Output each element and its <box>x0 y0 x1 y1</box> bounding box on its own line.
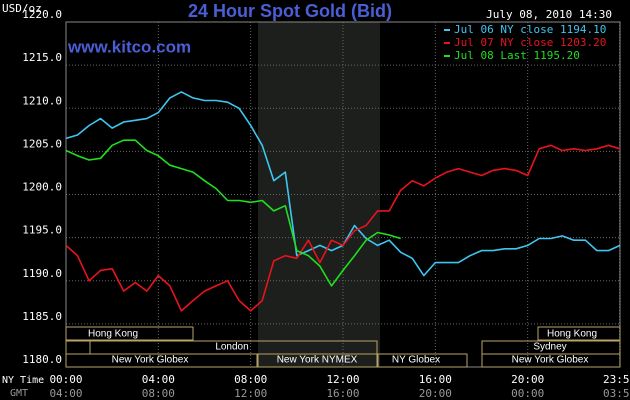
legend-label: Jul 06 NY close 1194.10 <box>454 23 606 36</box>
x-tick-label: 23:59 <box>603 373 630 386</box>
session-label: New York Globex <box>512 355 589 366</box>
x2-tick-label: 04:00 <box>49 387 82 400</box>
y-tick-label: 1190.0 <box>22 267 62 280</box>
chart-title: 24 Hour Spot Gold (Bid) <box>188 1 392 21</box>
x-tick-label: 04:00 <box>142 373 175 386</box>
session-label: Sydney <box>533 342 566 353</box>
series-line <box>65 139 401 287</box>
y-tick-label: 1180.0 <box>22 353 62 366</box>
session-box <box>65 353 258 368</box>
session-box <box>257 353 378 368</box>
x2-tick-label: 20:00 <box>419 387 452 400</box>
session-box <box>537 326 621 341</box>
x-tick-label: 12:00 <box>326 373 359 386</box>
x2-axis-label: GMT <box>10 388 28 399</box>
y-tick-label: 1210.0 <box>22 94 62 107</box>
unit-label: USD/oz <box>2 2 42 15</box>
x-tick-label: 20:00 <box>511 373 544 386</box>
x2-tick-label: 08:00 <box>142 387 175 400</box>
y-tick-label: 1215.0 <box>22 51 62 64</box>
x-axis-label: NY Time <box>2 375 44 386</box>
x2-tick-label: 12:00 <box>234 387 267 400</box>
session-box <box>377 353 468 368</box>
session-label: Hong Kong <box>88 329 138 340</box>
x-tick-label: 08:00 <box>234 373 267 386</box>
session-label: Hong Kong <box>547 329 597 340</box>
sessions: Hong Kong Hong Kong London Sydney New Yo… <box>65 326 621 368</box>
session-label: London <box>215 342 248 353</box>
session-label: New York Globex <box>112 355 189 366</box>
y-tick-label: 1220.0 <box>22 8 62 21</box>
x2-tick-label: 16:00 <box>326 387 359 400</box>
session-box <box>65 326 194 341</box>
session-box <box>481 353 621 368</box>
timestamp: July 08, 2010 14:30 <box>486 8 612 21</box>
legend-label: Jul 07 NY close 1203.20 <box>454 36 606 49</box>
series-line <box>65 144 621 312</box>
legend-label: Jul 08 Last 1195.20 <box>454 49 580 62</box>
x-tick-label: 16:00 <box>419 373 452 386</box>
session-label: New York NYMEX <box>277 355 358 366</box>
watermark: www.kitco.com <box>67 37 191 56</box>
x2-tick-label: 03:59 <box>603 387 630 400</box>
y-tick-label: 1200.0 <box>22 181 62 194</box>
y-tick-label: 1205.0 <box>22 137 62 150</box>
y-tick-label: 1195.0 <box>22 224 62 237</box>
session-label: NY Globex <box>392 355 440 366</box>
y-tick-label: 1185.0 <box>22 310 62 323</box>
x-tick-label: 00:00 <box>49 373 82 386</box>
x2-tick-label: 00:00 <box>511 387 544 400</box>
